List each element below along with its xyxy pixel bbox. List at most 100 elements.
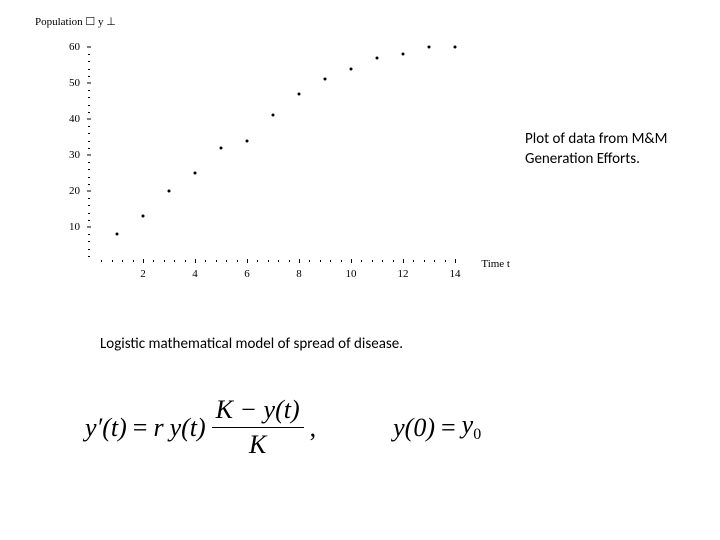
x-tick-minor [133, 260, 134, 262]
data-point [246, 139, 249, 142]
eq-frac-num: K − y(t) [212, 395, 304, 428]
x-tick-minor [112, 260, 113, 262]
y-tick-minor [88, 220, 90, 221]
data-point [454, 46, 457, 49]
x-tick-minor [393, 260, 394, 262]
y-tick-mark [87, 83, 91, 84]
eq-equals: = [133, 413, 148, 443]
y-tick-mark [87, 47, 91, 48]
eq-fraction: K − y(t) K [212, 395, 304, 460]
x-tick-label: 10 [346, 268, 357, 280]
x-tick-minor [237, 260, 238, 262]
y-axis-label: Population ☐ y ⊥ [35, 15, 116, 28]
y-tick-label: 50 [69, 77, 80, 89]
x-tick-label: 6 [244, 268, 250, 280]
x-tick-minor [216, 260, 217, 262]
y-tick-minor [88, 177, 90, 178]
x-tick-minor [101, 260, 102, 262]
y-tick-minor [88, 90, 90, 91]
x-tick-minor [413, 260, 414, 262]
x-tick-minor [309, 260, 310, 262]
x-tick-minor [320, 260, 321, 262]
caption-left: Logistic mathematical model of spread of… [100, 335, 403, 353]
y-tick-minor [88, 61, 90, 62]
eq-lhs: y′(t) [85, 413, 127, 443]
data-point [168, 190, 171, 193]
eq-y0-lhs: y(0) [393, 413, 435, 443]
eq-equals-2: = [441, 413, 456, 443]
x-tick-mark [403, 259, 404, 263]
x-tick-minor [341, 260, 342, 262]
x-tick-mark [195, 259, 196, 263]
y-tick-minor [88, 97, 90, 98]
y-tick-minor [88, 76, 90, 77]
y-tick-label: 10 [69, 221, 80, 233]
x-tick-minor [153, 260, 154, 262]
x-tick-minor [445, 260, 446, 262]
x-tick-minor [122, 260, 123, 262]
data-point [220, 146, 223, 149]
y-tick-mark [87, 155, 91, 156]
x-axis-label: Time t [481, 258, 510, 270]
data-point [350, 67, 353, 70]
y-tick-minor [88, 126, 90, 127]
x-tick-label: 4 [192, 268, 198, 280]
data-point [402, 53, 405, 56]
x-tick-mark [455, 259, 456, 263]
x-tick-minor [268, 260, 269, 262]
y-tick-minor [88, 198, 90, 199]
x-tick-minor [434, 260, 435, 262]
data-point [194, 172, 197, 175]
logistic-equation: y′(t) = r y(t) K − y(t) K , y(0) = y0 [85, 395, 645, 460]
x-tick-minor [174, 260, 175, 262]
y-tick-minor [88, 69, 90, 70]
y-tick-label: 20 [69, 185, 80, 197]
y-tick-minor [88, 141, 90, 142]
caption-right: Plot of data from M&M Generation Efforts… [525, 130, 705, 169]
y-tick-minor [88, 112, 90, 113]
y-tick-minor [88, 133, 90, 134]
x-tick-mark [299, 259, 300, 263]
y-tick-minor [88, 105, 90, 106]
x-tick-minor [185, 260, 186, 262]
data-point [324, 78, 327, 81]
data-point [376, 56, 379, 59]
y-tick-minor [88, 241, 90, 242]
y-tick-minor [88, 148, 90, 149]
x-tick-minor [205, 260, 206, 262]
eq-frac-den: K [249, 428, 266, 460]
y-tick-minor [88, 234, 90, 235]
y-tick-mark [87, 191, 91, 192]
data-point [428, 46, 431, 49]
data-point [142, 215, 145, 218]
y-tick-label: 40 [69, 113, 80, 125]
x-tick-minor [330, 260, 331, 262]
x-tick-mark [143, 259, 144, 263]
y-tick-minor [88, 205, 90, 206]
y-tick-minor [88, 169, 90, 170]
eq-comma: , [310, 413, 317, 443]
y-tick-minor [88, 249, 90, 250]
eq-y0-rhs: y0 [462, 410, 482, 444]
y-tick-mark [87, 227, 91, 228]
x-tick-minor [424, 260, 425, 262]
eq-r: r [153, 413, 163, 443]
x-tick-minor [372, 260, 373, 262]
x-tick-minor [257, 260, 258, 262]
scatter-chart: Population ☐ y ⊥ Time t 1020304050602468… [35, 15, 465, 275]
y-tick-minor [88, 213, 90, 214]
y-tick-mark [87, 119, 91, 120]
x-tick-label: 12 [398, 268, 409, 280]
x-tick-mark [247, 259, 248, 263]
x-tick-label: 14 [450, 268, 461, 280]
y-tick-label: 60 [69, 41, 80, 53]
data-point [298, 92, 301, 95]
x-tick-label: 2 [140, 268, 146, 280]
x-tick-minor [361, 260, 362, 262]
x-tick-minor [226, 260, 227, 262]
y-tick-minor [88, 162, 90, 163]
x-tick-mark [351, 259, 352, 263]
data-point [116, 233, 119, 236]
data-point [272, 114, 275, 117]
y-tick-minor [88, 54, 90, 55]
